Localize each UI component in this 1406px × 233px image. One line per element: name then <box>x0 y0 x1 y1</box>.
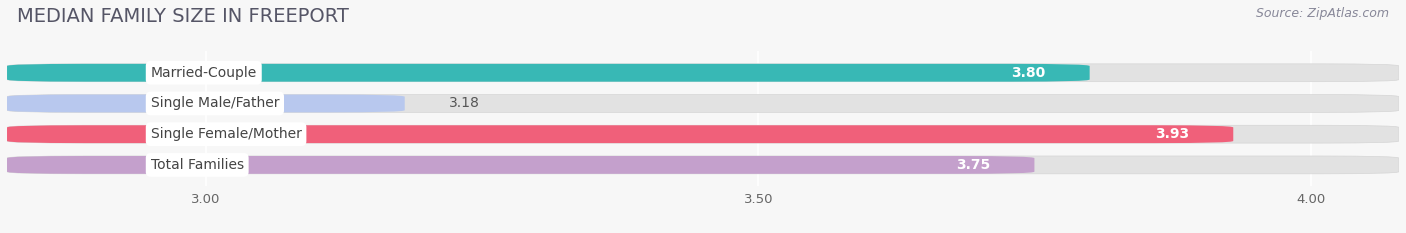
FancyBboxPatch shape <box>7 125 1399 143</box>
Text: Single Male/Father: Single Male/Father <box>150 96 280 110</box>
FancyBboxPatch shape <box>7 95 405 112</box>
Text: Single Female/Mother: Single Female/Mother <box>150 127 301 141</box>
Text: 3.93: 3.93 <box>1154 127 1189 141</box>
Text: Source: ZipAtlas.com: Source: ZipAtlas.com <box>1256 7 1389 20</box>
FancyBboxPatch shape <box>7 95 1399 112</box>
Text: Married-Couple: Married-Couple <box>150 66 257 80</box>
Text: Total Families: Total Families <box>150 158 243 172</box>
Text: MEDIAN FAMILY SIZE IN FREEPORT: MEDIAN FAMILY SIZE IN FREEPORT <box>17 7 349 26</box>
Text: 3.80: 3.80 <box>1011 66 1046 80</box>
Text: 3.18: 3.18 <box>449 96 479 110</box>
FancyBboxPatch shape <box>7 64 1090 82</box>
FancyBboxPatch shape <box>7 156 1399 174</box>
FancyBboxPatch shape <box>7 125 1233 143</box>
FancyBboxPatch shape <box>7 64 1399 82</box>
Text: 3.75: 3.75 <box>956 158 990 172</box>
FancyBboxPatch shape <box>7 156 1035 174</box>
